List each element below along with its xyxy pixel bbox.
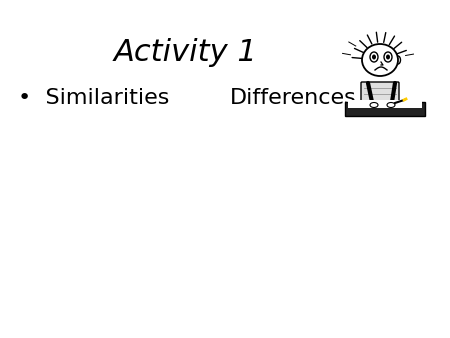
- Ellipse shape: [384, 52, 392, 62]
- Bar: [348, 100, 422, 108]
- Ellipse shape: [396, 56, 400, 64]
- Bar: [345, 102, 425, 116]
- Ellipse shape: [370, 52, 378, 62]
- Ellipse shape: [372, 54, 376, 59]
- Text: Differences: Differences: [230, 88, 357, 108]
- Ellipse shape: [362, 44, 398, 76]
- Ellipse shape: [387, 102, 395, 107]
- Ellipse shape: [370, 102, 378, 107]
- Ellipse shape: [386, 54, 390, 59]
- FancyBboxPatch shape: [361, 82, 399, 104]
- Text: •  Similarities: • Similarities: [18, 88, 169, 108]
- Text: Activity 1: Activity 1: [113, 38, 257, 67]
